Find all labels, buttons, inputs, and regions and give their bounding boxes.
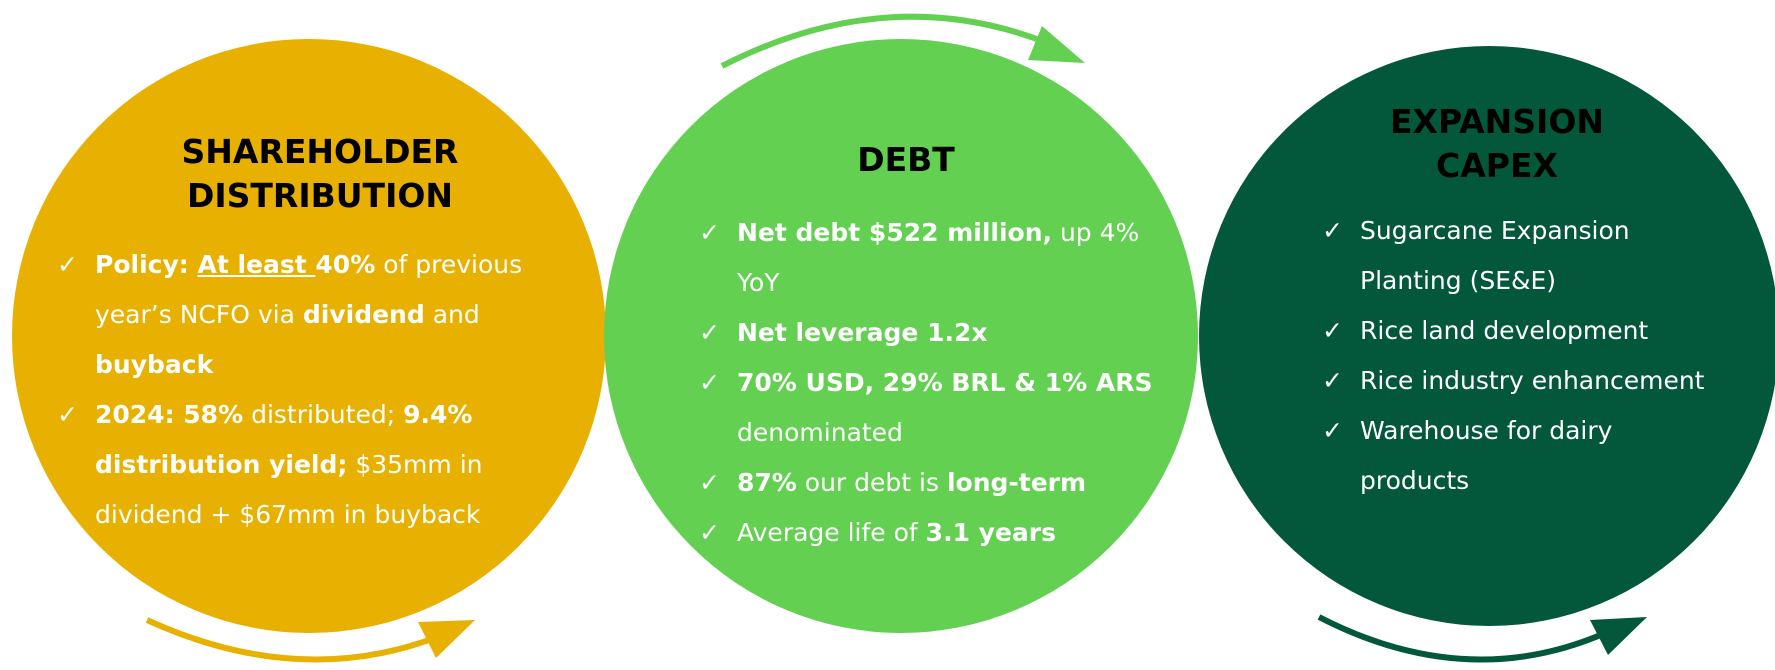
text-segment: Average life of — [737, 518, 926, 547]
text-segment: and — [424, 300, 480, 329]
bullet: ✓ Sugarcane Expansion Planting (SE&E) — [1322, 206, 1712, 306]
column-title: DEBT — [857, 140, 955, 179]
arrow — [720, 13, 1052, 69]
text-segment: Rice industry enhancement — [1360, 366, 1705, 395]
circle — [12, 39, 606, 633]
check-icon: ✓ — [1322, 416, 1343, 445]
text-segment: $35mm in dividend + $67mm in buyback — [95, 450, 483, 529]
text-segment: 3.1 years — [925, 518, 1056, 547]
circle — [604, 39, 1198, 633]
bullet-list: ✓ Sugarcane Expansion Planting (SE&E) ✓ Ric… — [1322, 206, 1712, 506]
text-segment: our debt is — [796, 468, 947, 497]
check-icon: ✓ — [699, 318, 720, 347]
column-title: EXPANSION CAPEX — [1389, 102, 1605, 185]
arrow — [145, 617, 442, 663]
bullet: ✓ Rice land development — [1322, 306, 1712, 356]
check-icon: ✓ — [57, 400, 78, 429]
text-segment: 70% USD, 29% BRL & 1% ARS — [737, 368, 1153, 397]
arrow — [1317, 614, 1614, 663]
text-segment: Net debt $522 million, — [737, 218, 1053, 247]
text-segment: buyback — [95, 350, 214, 379]
check-icon: ✓ — [699, 368, 720, 397]
text-segment: long-term — [946, 468, 1087, 497]
text-segment: up 4% YoY — [737, 218, 1140, 297]
bullet-list: ✓ Policy: At least 40% of previous year’s… — [57, 240, 557, 540]
check-icon: ✓ — [1322, 316, 1343, 345]
check-icon: ✓ — [57, 250, 78, 279]
bullet: ✓ 2024: 58% distributed; 9.4% distributio… — [57, 390, 557, 540]
text-segment: 87% — [737, 468, 797, 497]
column-title: SHAREHOLDER DISTRIBUTION — [181, 132, 459, 215]
text-segment: distributed; — [243, 400, 404, 429]
bullet: ✓ Warehouse for dairy products — [1322, 406, 1712, 506]
text-segment: 2024: 58% — [95, 400, 244, 429]
text-segment: Rice land development — [1360, 316, 1649, 345]
text-segment: Warehouse for dairy products — [1360, 416, 1613, 495]
bullet: ✓ 87% our debt is long-term — [699, 458, 1169, 508]
bullet-list: ✓ Net debt $522 million, up 4% YoY ✓ Net le… — [699, 208, 1169, 558]
check-icon: ✓ — [699, 518, 720, 547]
text-segment: 9.4% distribution yield; — [95, 400, 473, 479]
bullet: ✓ Net debt $522 million, up 4% YoY — [699, 208, 1169, 308]
bullet: ✓ Rice industry enhancement — [1322, 356, 1712, 406]
text-segment: dividend — [302, 300, 425, 329]
arrow-head — [1590, 617, 1647, 655]
circle — [1199, 46, 1775, 626]
text-segment: 40% — [315, 250, 376, 279]
text-segment: At least — [197, 250, 316, 279]
arrow-head — [418, 620, 475, 658]
check-icon: ✓ — [1322, 216, 1343, 245]
text-segment: Sugarcane Expansion Planting (SE&E) — [1360, 216, 1630, 295]
bullet: ✓ Net leverage 1.2x — [699, 308, 1169, 358]
bullet: ✓ Policy: At least 40% of previous year’s… — [57, 240, 557, 390]
text-segment: Policy: — [95, 250, 198, 279]
check-icon: ✓ — [699, 468, 720, 497]
bullet: ✓ Average life of 3.1 years — [699, 508, 1169, 558]
arrow-head — [1028, 26, 1085, 63]
check-icon: ✓ — [1322, 366, 1343, 395]
text-segment: of previous year’s NCFO via — [95, 250, 523, 329]
bullet: ✓ 70% USD, 29% BRL & 1% ARS denominated — [699, 358, 1169, 458]
text-segment: Net leverage 1.2x — [737, 318, 988, 347]
check-icon: ✓ — [699, 218, 720, 247]
text-segment: denominated — [737, 418, 903, 447]
